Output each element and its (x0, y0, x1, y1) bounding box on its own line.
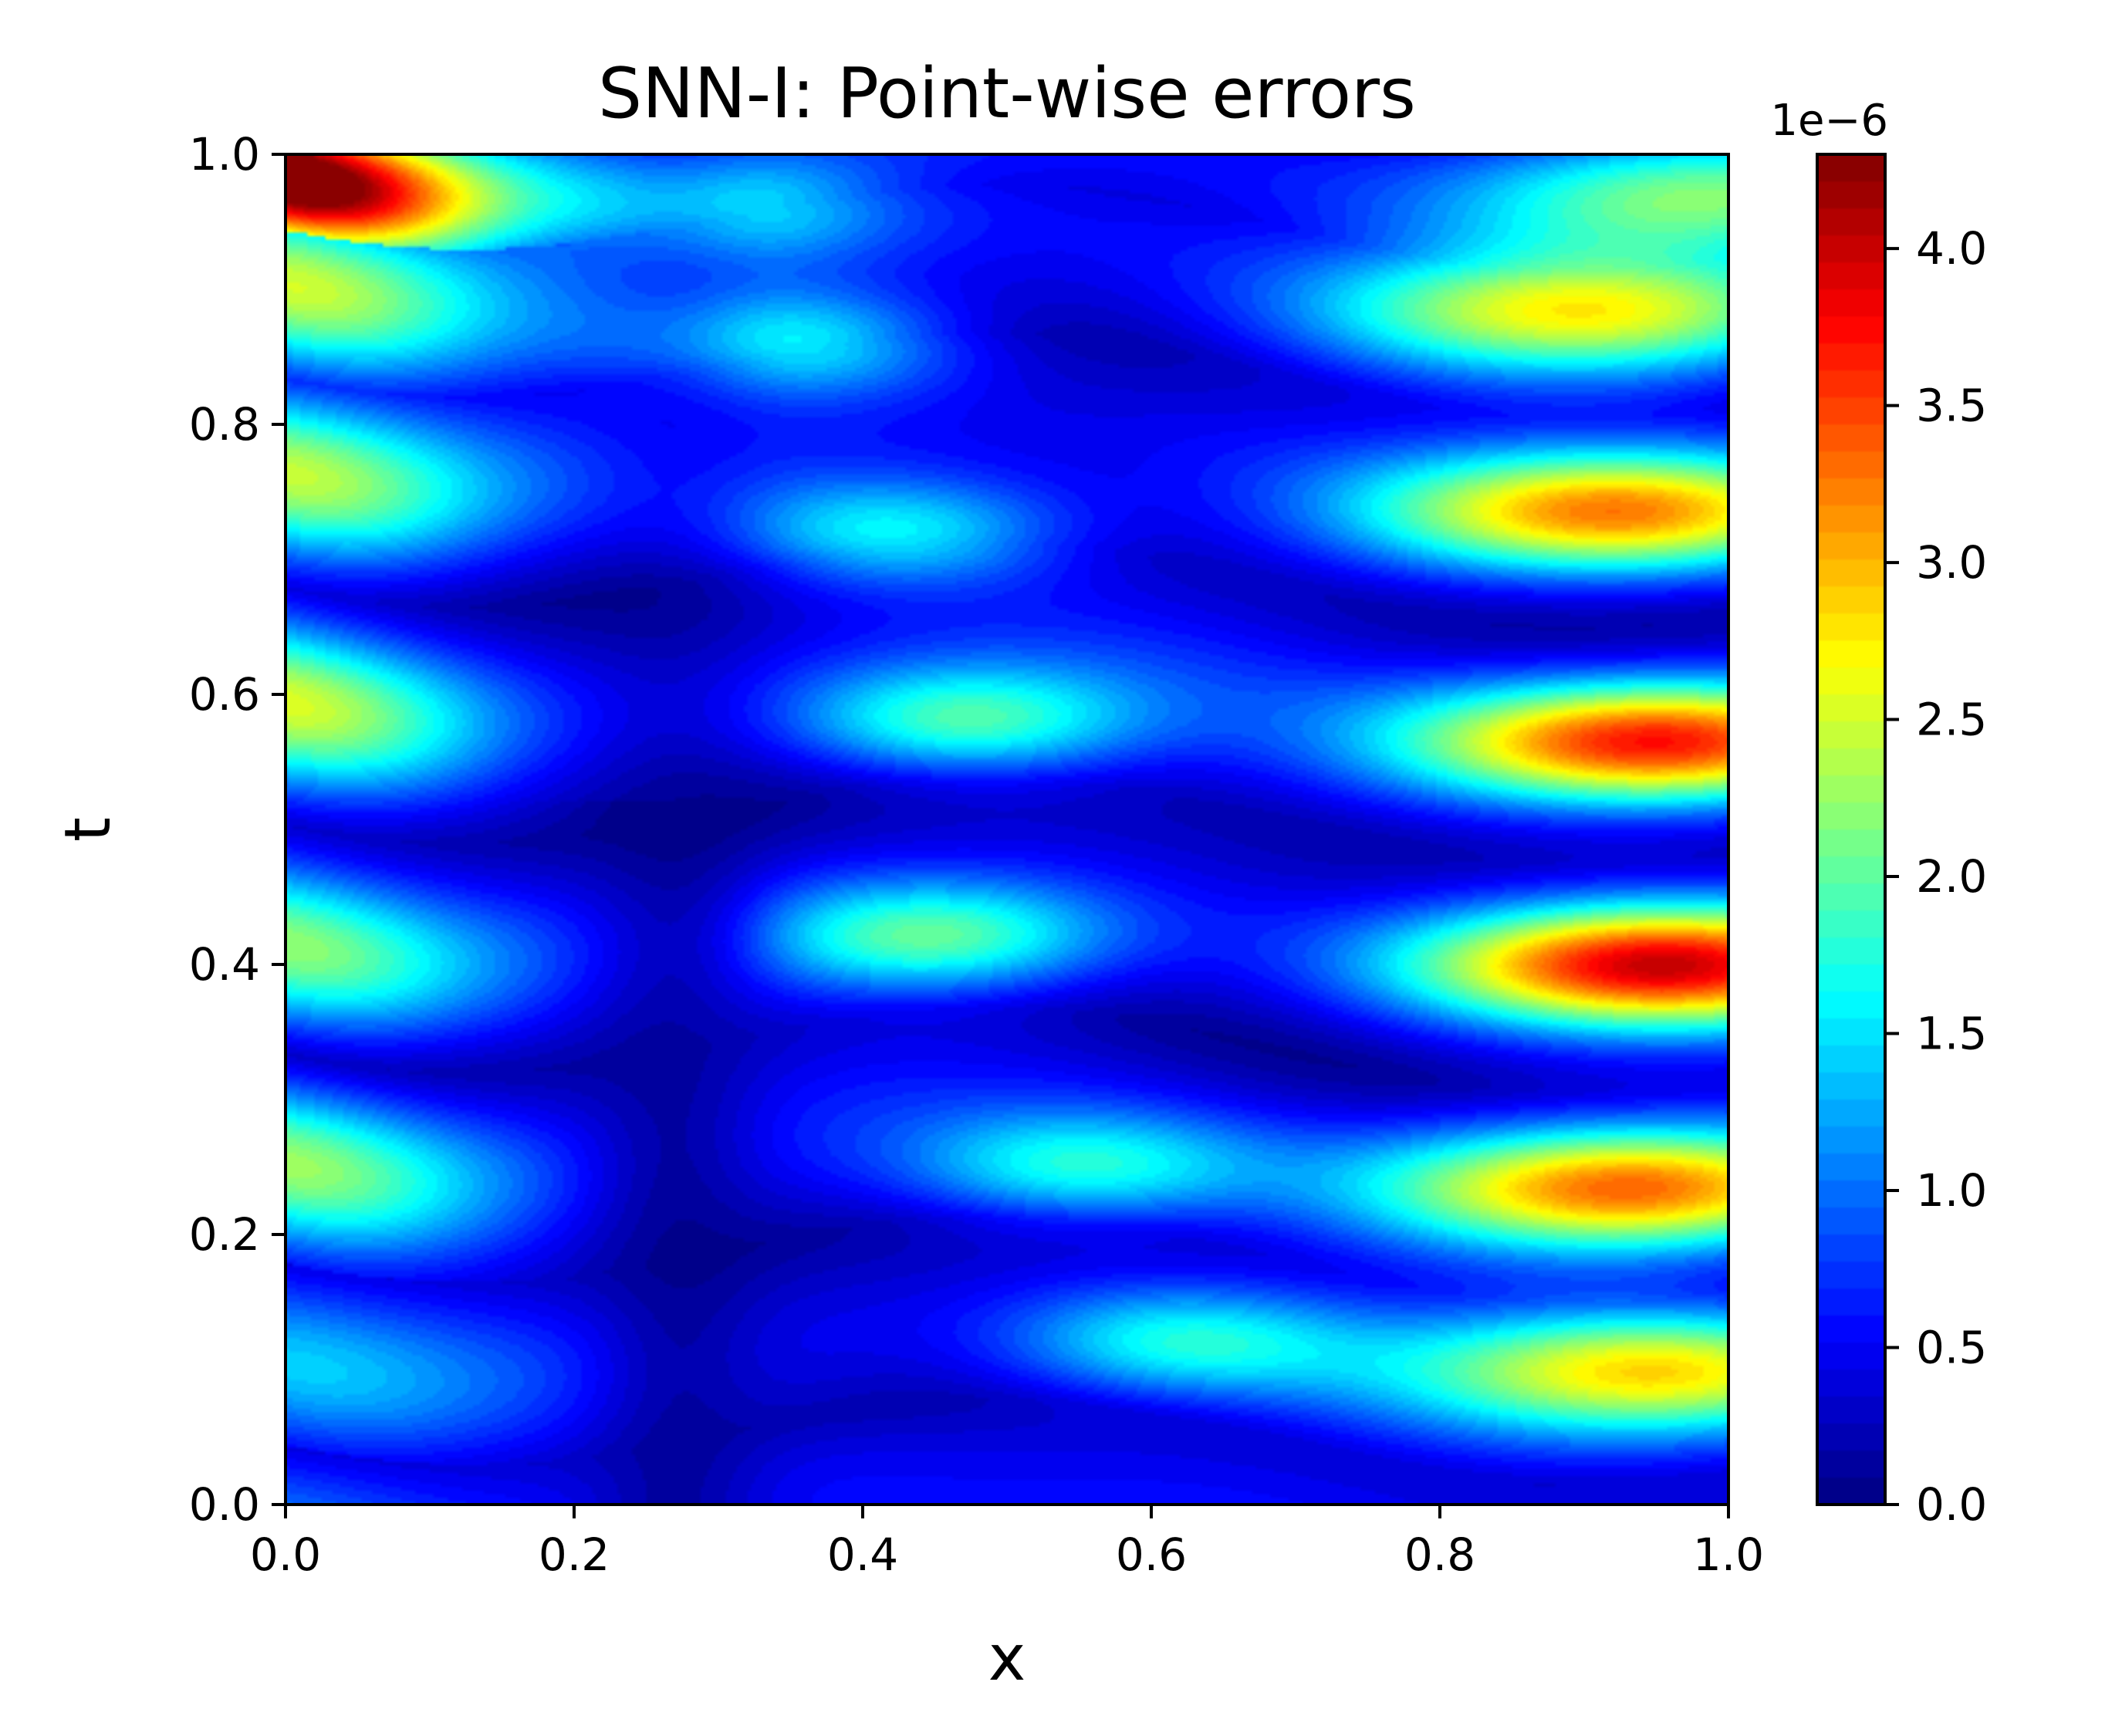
plot-frame (284, 153, 1730, 1506)
colorbar-frame (1816, 153, 1887, 1506)
plot-area (286, 154, 1728, 1505)
y-tick-label: 0.8 (189, 398, 260, 451)
x-tick-label: 0.6 (1116, 1528, 1187, 1581)
colorbar-tick-label: 4.0 (1916, 222, 1987, 275)
y-axis-ticks: 0.0 0.2 0.4 0.6 0.8 1.0 (189, 128, 286, 1531)
x-tick-label: 0.8 (1404, 1528, 1475, 1581)
chart-title: SNN-I: Point-wise errors (598, 53, 1416, 134)
colorbar-tick-label: 3.5 (1916, 380, 1987, 432)
y-axis-label: t (52, 817, 125, 842)
x-axis-label: x (988, 1622, 1026, 1695)
y-tick-label: 0.0 (189, 1478, 260, 1531)
colorbar-tick-label: 0.5 (1916, 1322, 1987, 1374)
x-tick-label: 0.2 (539, 1528, 610, 1581)
colorbar-tick-label: 1.0 (1916, 1164, 1987, 1217)
error-heatmap (286, 154, 1728, 1505)
colorbar-offset-text: 1e−6 (1770, 96, 1888, 146)
colorbar-tick-label: 0.0 (1916, 1478, 1987, 1531)
y-tick-label: 0.6 (189, 668, 260, 721)
colorbar-tick-label: 2.0 (1916, 850, 1987, 903)
y-tick-label: 1.0 (189, 128, 260, 181)
y-tick-label: 0.4 (189, 938, 260, 991)
colorbar (1817, 154, 1885, 1505)
colorbar-tick-label: 1.5 (1916, 1008, 1987, 1060)
colorbar-gradient (1817, 154, 1885, 1505)
x-tick-label: 0.0 (250, 1528, 321, 1581)
x-tick-label: 1.0 (1693, 1528, 1764, 1581)
colorbar-ticks: 0.0 0.5 1.0 1.5 2.0 2.5 3.0 3.5 4.0 (1885, 222, 1987, 1531)
colorbar-tick-label: 3.0 (1916, 536, 1987, 589)
x-tick-label: 0.4 (827, 1528, 898, 1581)
y-tick-label: 0.2 (189, 1208, 260, 1261)
x-axis-ticks: 0.0 0.2 0.4 0.6 0.8 1.0 (250, 1505, 1764, 1581)
colorbar-tick-label: 2.5 (1916, 694, 1987, 746)
